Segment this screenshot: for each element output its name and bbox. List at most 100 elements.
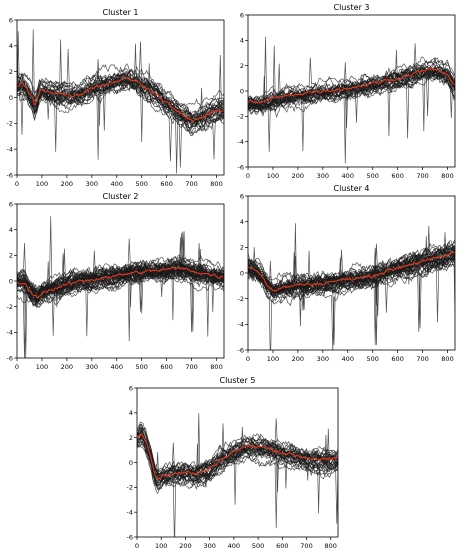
y-tick-label: 6	[240, 11, 244, 19]
y-tick-label: 2	[9, 252, 13, 260]
x-tick-label: 400	[342, 172, 354, 180]
member-profile-line	[248, 66, 455, 105]
member-profile-line	[17, 273, 224, 308]
member-profile-line	[17, 65, 224, 117]
y-tick-label: -4	[7, 145, 13, 153]
x-tick-label: 800	[441, 172, 453, 180]
x-tick-label: 200	[292, 172, 304, 180]
x-tick-label: 800	[210, 363, 222, 371]
member-profile-line	[17, 43, 224, 162]
member-profile-line	[17, 63, 224, 107]
x-tick-label: 0	[135, 542, 139, 550]
x-tick-label: 300	[203, 542, 215, 550]
y-tick-label: 6	[9, 16, 13, 24]
member-profile-line	[17, 253, 224, 303]
y-tick-label: -2	[127, 484, 133, 492]
y-tick-label: 4	[240, 37, 244, 45]
panel-1: Cluster 1 0 100 200 300 400 500 600 700 800 -6 -4 -2…	[7, 8, 225, 188]
x-tick-label: 700	[185, 363, 197, 371]
x-tick-label: 200	[61, 363, 73, 371]
x-tick-label: 0	[15, 180, 19, 188]
y-tick-label: 2	[240, 62, 244, 70]
x-tick-label: 600	[276, 542, 288, 550]
y-tick-label: 4	[240, 218, 244, 226]
y-tick-label: -2	[7, 303, 13, 311]
y-tick-label: 4	[9, 42, 13, 50]
member-profile-line	[17, 74, 224, 174]
member-profile-line	[248, 247, 455, 346]
series-lines	[17, 216, 224, 358]
member-profile-line	[137, 431, 338, 514]
y-tick-label: -2	[7, 120, 13, 128]
y-tick-label: 0	[9, 94, 13, 102]
x-tick-label: 300	[317, 172, 329, 180]
y-tick-label: 0	[9, 277, 13, 285]
x-tick-label: 400	[342, 355, 354, 363]
y-tick-label: -6	[238, 163, 244, 171]
series-lines	[137, 413, 338, 537]
x-tick-label: 400	[228, 542, 240, 550]
panel-3: Cluster 2 0 100 200 300 400 500 600 700 800 -6 -4 -2…	[7, 192, 225, 371]
x-tick-label: 800	[210, 180, 222, 188]
x-tick-label: 500	[135, 363, 147, 371]
panel-title: Cluster 3	[333, 3, 369, 12]
panel-2: Cluster 3 0 100 200 300 400 500 600 700 800 -6 -4 -2…	[238, 3, 456, 180]
series-lines	[17, 29, 224, 174]
series-lines	[248, 223, 455, 350]
x-tick-label: 500	[366, 172, 378, 180]
x-tick-label: 400	[111, 363, 123, 371]
x-tick-label: 800	[441, 355, 453, 363]
member-profile-line	[248, 66, 455, 113]
x-tick-label: 600	[391, 355, 403, 363]
y-tick-label: 2	[9, 68, 13, 76]
x-tick-label: 500	[252, 542, 264, 550]
x-tick-label: 0	[246, 172, 250, 180]
centroid-line	[17, 266, 224, 299]
x-tick-label: 700	[185, 180, 197, 188]
x-tick-label: 100	[36, 363, 48, 371]
x-tick-label: 500	[135, 180, 147, 188]
centroid-line	[248, 251, 455, 292]
y-tick-label: 4	[9, 226, 13, 234]
x-tick-label: 200	[179, 542, 191, 550]
y-tick-label: 6	[129, 384, 133, 392]
member-profile-line	[248, 57, 455, 102]
member-profile-line	[248, 64, 455, 112]
panel-title: Cluster 5	[219, 376, 255, 385]
x-tick-label: 700	[416, 355, 428, 363]
panel-title: Cluster 4	[333, 184, 369, 193]
panel-5: Cluster 5 0 100 200 300 400 500 600 700 800 -6 -4 -2…	[127, 376, 339, 550]
member-profile-line	[248, 64, 455, 152]
y-tick-label: -4	[7, 329, 13, 337]
x-tick-label: 200	[61, 180, 73, 188]
y-tick-label: -6	[7, 171, 13, 179]
x-tick-label: 600	[391, 172, 403, 180]
y-tick-label: -6	[238, 346, 244, 354]
member-profile-line	[17, 31, 224, 168]
x-tick-label: 700	[300, 542, 312, 550]
member-profile-line	[248, 73, 455, 119]
panel-title: Cluster 2	[102, 192, 138, 201]
x-tick-label: 100	[267, 172, 279, 180]
panel-4: Cluster 4 0 100 200 300 400 500 600 700 800 -6 -4 -2…	[238, 184, 456, 363]
x-tick-label: 400	[111, 180, 123, 188]
member-profile-line	[137, 436, 338, 529]
centroid-line	[137, 432, 338, 480]
y-tick-label: 0	[240, 269, 244, 277]
x-tick-label: 300	[86, 180, 98, 188]
y-tick-label: 0	[240, 87, 244, 95]
x-tick-label: 300	[317, 355, 329, 363]
y-tick-label: 4	[129, 409, 133, 417]
y-tick-label: -2	[238, 113, 244, 121]
member-profile-line	[248, 263, 455, 350]
x-tick-label: 700	[416, 172, 428, 180]
y-tick-label: -6	[127, 533, 133, 541]
x-tick-label: 600	[160, 363, 172, 371]
y-tick-label: 2	[240, 244, 244, 252]
y-tick-label: 6	[9, 200, 13, 208]
x-tick-label: 600	[160, 180, 172, 188]
member-profile-line	[137, 430, 338, 483]
y-tick-label: -4	[127, 508, 133, 516]
member-profile-line	[17, 237, 224, 303]
